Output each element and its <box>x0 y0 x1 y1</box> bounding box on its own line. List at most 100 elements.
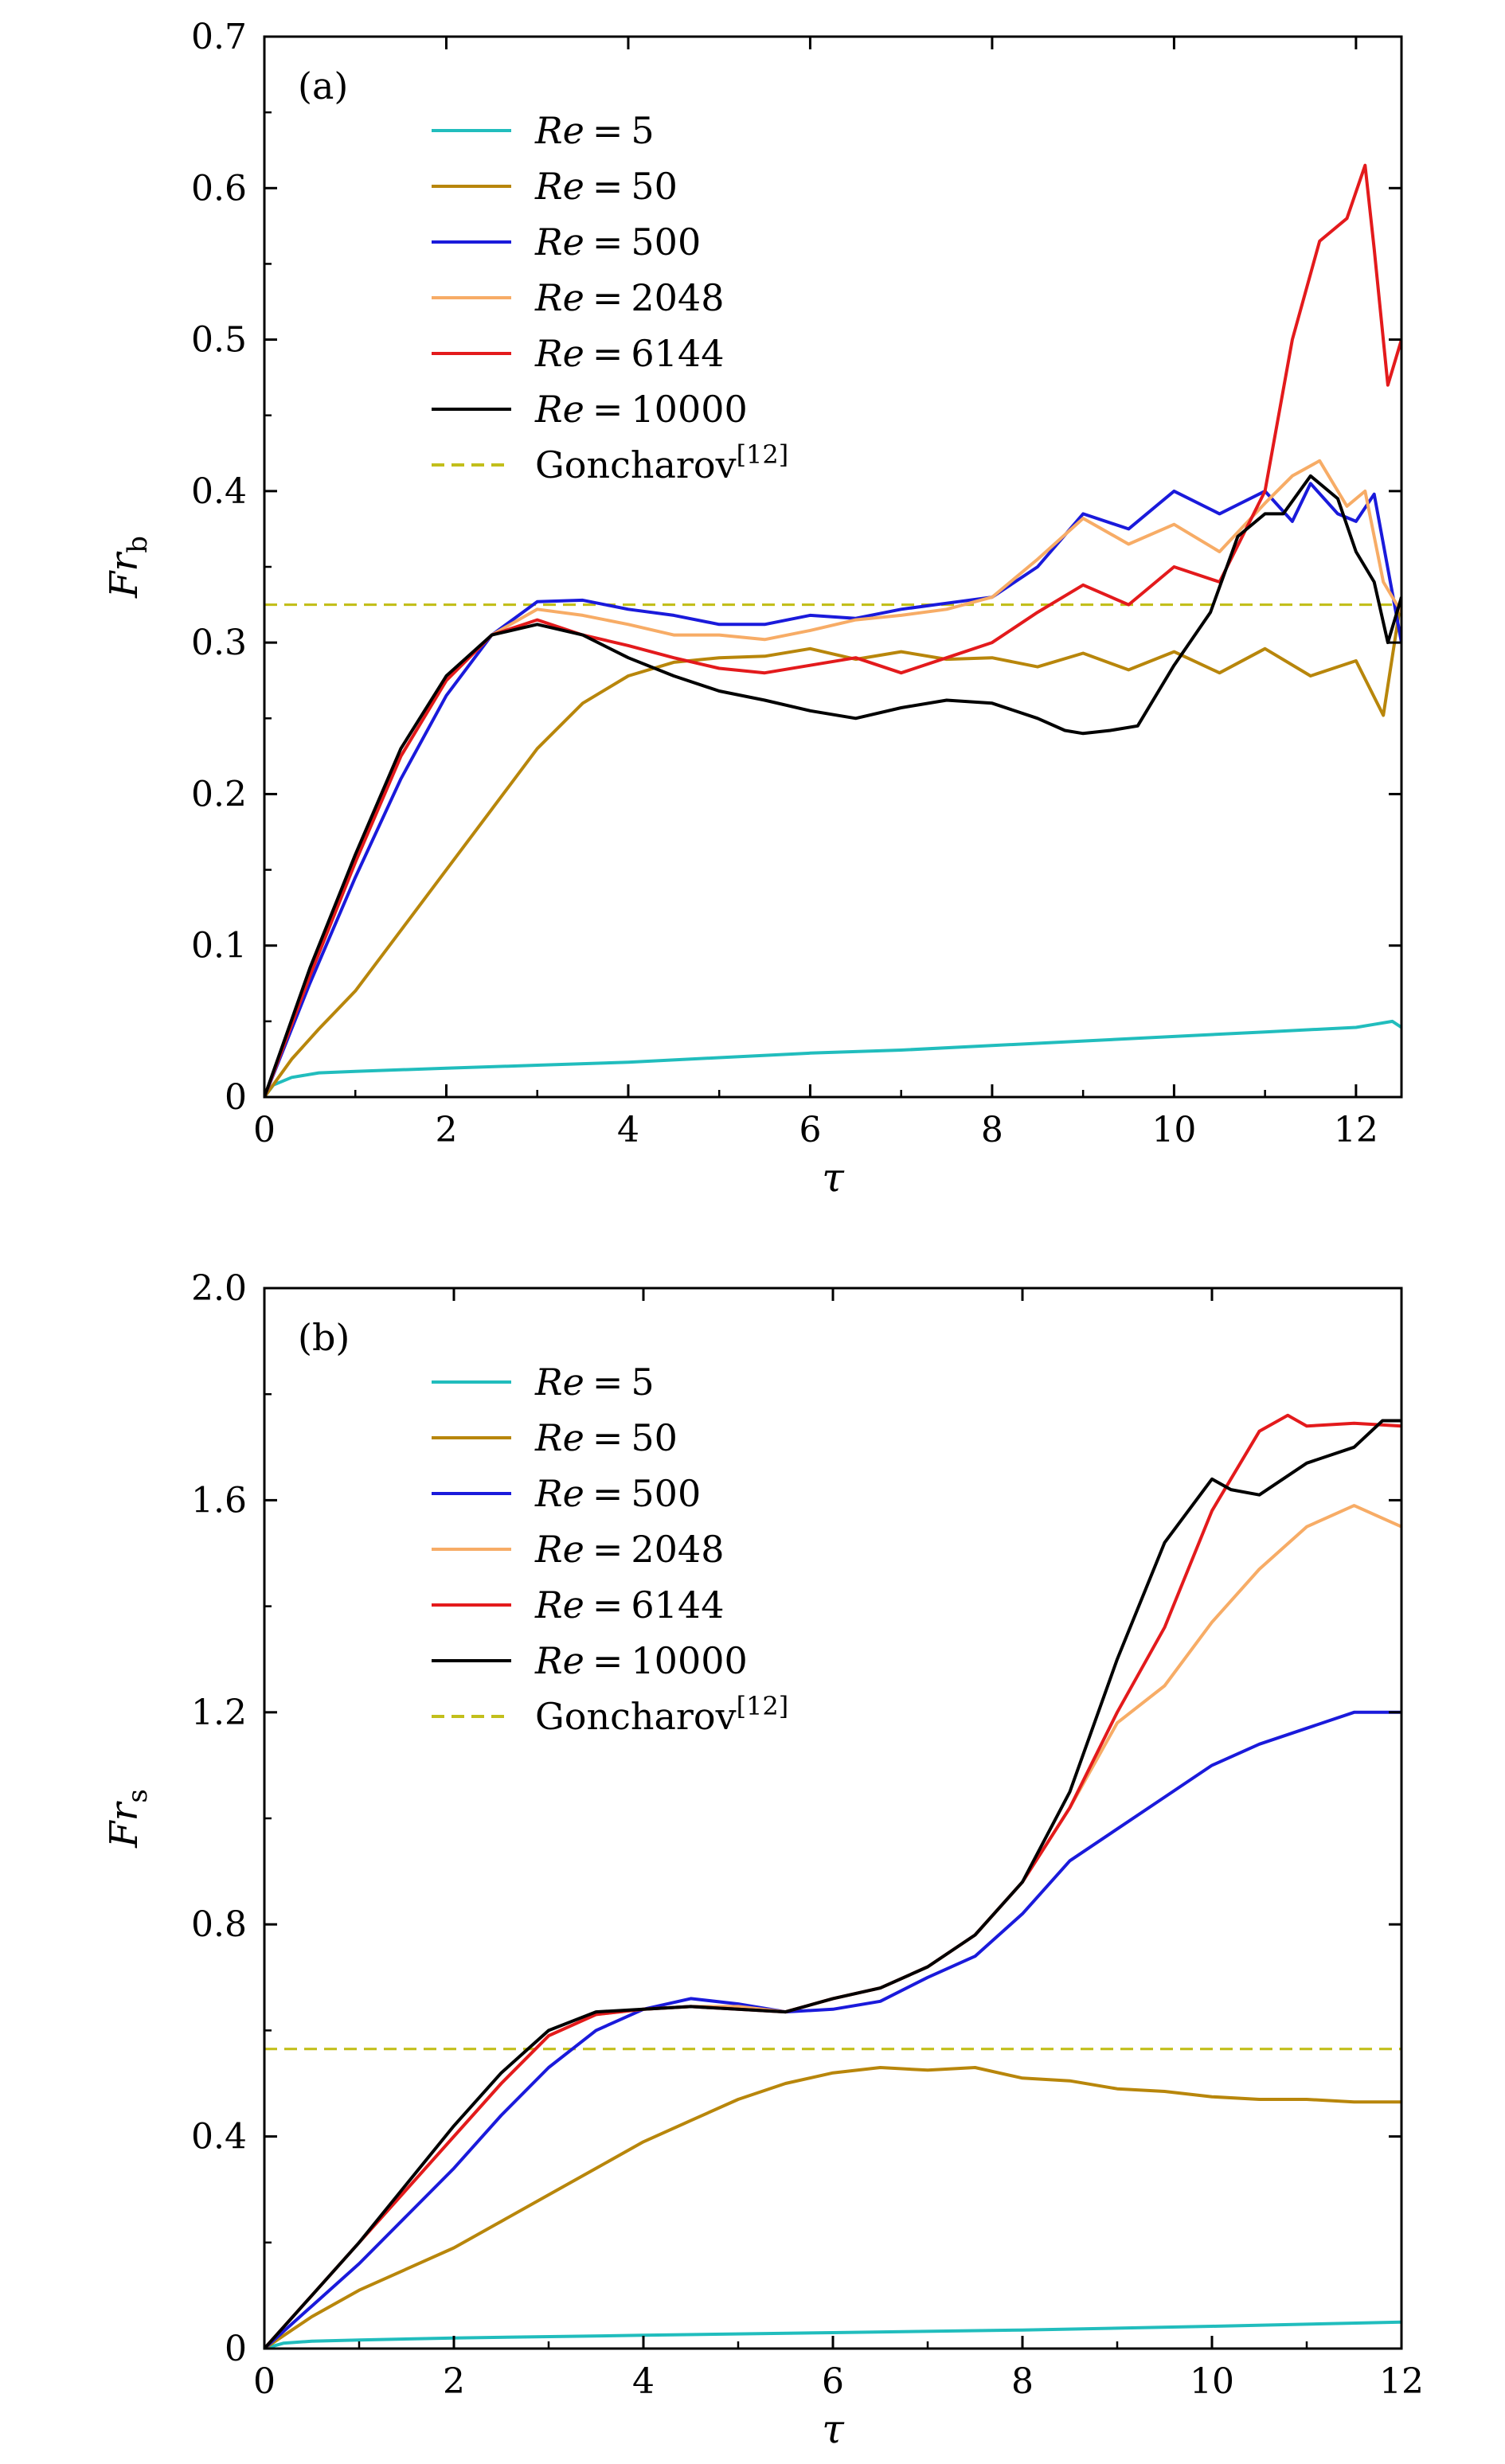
legend-label-re-2048: Re = 2048 <box>534 276 724 319</box>
legend-equals: = <box>592 1416 624 1459</box>
legend-re-value: 500 <box>631 1472 701 1515</box>
y-tick-label: 0.2 <box>191 774 247 814</box>
x-tick-label: 0 <box>253 1110 276 1150</box>
y-tick-label: 0.5 <box>191 320 247 361</box>
series-line-re-6144 <box>264 163 1401 1097</box>
legend-goncharov-name: Goncharov <box>535 1695 737 1738</box>
legend-equals: = <box>592 165 624 208</box>
y-axis-label: Frb <box>102 536 154 599</box>
legend-re-symbol: Re <box>534 1416 584 1459</box>
legend-label-goncharov: Goncharov[12] <box>535 439 788 486</box>
legend-re-symbol: Re <box>534 1361 584 1404</box>
legend-label-re-5: Re = 5 <box>534 109 655 152</box>
x-tick-label: 6 <box>822 2361 844 2402</box>
series-line-re-5 <box>264 1019 1401 1097</box>
legend-re-symbol: Re <box>534 221 584 264</box>
panel-label: (a) <box>298 64 348 107</box>
legend-equals: = <box>592 221 624 264</box>
legend-label-re-2048: Re = 2048 <box>534 1528 724 1571</box>
legend-re-symbol: Re <box>534 1528 584 1571</box>
panel-a: 0 2 4 6 8 10 12 0 0.1 0.2 0.3 0.4 0.5 0.6 0.7 τ Frb (a) Re… <box>102 17 1403 1201</box>
x-axis-label: τ <box>822 1154 845 1201</box>
legend-label-re-500: Re = 500 <box>534 1472 701 1515</box>
legend-equals: = <box>592 388 624 431</box>
y-axis-label-subscript: s <box>122 1789 154 1802</box>
x-tick-label: 8 <box>981 1110 1003 1150</box>
legend-re-value: 10000 <box>631 388 747 431</box>
legend-re-symbol: Re <box>534 1472 584 1515</box>
y-tick-label: 0.6 <box>191 168 247 209</box>
y-tick-label: 0 <box>225 2329 247 2369</box>
x-tick-label: 10 <box>1151 1110 1196 1150</box>
legend-re-value: 2048 <box>631 1528 724 1571</box>
legend-re-symbol: Re <box>534 332 584 375</box>
legend-equals: = <box>592 1583 624 1626</box>
legend-re-symbol: Re <box>534 1639 584 1682</box>
x-tick-label: 2 <box>435 1110 457 1150</box>
legend-re-value: 50 <box>631 1416 678 1459</box>
legend-label-re-6144: Re = 6144 <box>534 332 724 375</box>
legend-equals: = <box>592 1639 624 1682</box>
legend-label-re-6144: Re = 6144 <box>534 1583 724 1626</box>
legend-re-symbol: Re <box>534 109 584 152</box>
legend-re-value: 5 <box>631 109 654 152</box>
series-line-re-10000 <box>264 474 1401 1097</box>
y-axis-label: Frs <box>102 1789 154 1849</box>
panel-label: (b) <box>298 1316 350 1359</box>
legend-equals: = <box>592 109 624 152</box>
y-tick-label: 0.1 <box>191 926 247 966</box>
x-tick-label: 4 <box>617 1110 639 1150</box>
y-tick-label: 1.2 <box>191 1693 247 1733</box>
legend-re-value: 6144 <box>631 332 724 375</box>
x-tick-label: 12 <box>1334 1110 1378 1150</box>
legend-re-symbol: Re <box>534 388 584 431</box>
legend-equals: = <box>592 1472 624 1515</box>
legend-equals: = <box>592 332 624 375</box>
y-tick-label: 0.4 <box>191 2117 247 2157</box>
legend-re-value: 2048 <box>631 276 724 319</box>
legend-label-re-500: Re = 500 <box>534 221 701 264</box>
legend-goncharov-citation: [12] <box>737 1691 789 1721</box>
legend-goncharov-name: Goncharov <box>535 443 737 486</box>
y-tick-label: 0.7 <box>191 17 247 57</box>
x-tick-label: 6 <box>799 1110 821 1150</box>
legend-label-goncharov: Goncharov[12] <box>535 1691 788 1738</box>
series-line-re-50 <box>264 596 1401 1097</box>
legend-label-re-50: Re = 50 <box>534 1416 678 1459</box>
legend-equals: = <box>592 276 624 319</box>
legend-label-re-5: Re = 5 <box>534 1361 655 1404</box>
x-tick-label: 0 <box>253 2361 276 2402</box>
plot-frame <box>263 35 1403 1099</box>
legend-equals: = <box>592 1528 624 1571</box>
y-tick-label: 0.4 <box>191 471 247 512</box>
x-axis-label: τ <box>822 2406 845 2452</box>
legend-re-symbol: Re <box>534 276 584 319</box>
x-tick-label: 10 <box>1190 2361 1234 2402</box>
y-axis-label-main: Fr <box>102 1801 147 1849</box>
legend-label-re-10000: Re = 10000 <box>534 1639 748 1682</box>
legend-re-symbol: Re <box>534 1583 584 1626</box>
y-axis-label-subscript: b <box>122 536 154 553</box>
x-tick-label: 12 <box>1379 2361 1424 2402</box>
legend-re-value: 50 <box>631 165 678 208</box>
y-tick-label: 0 <box>225 1077 247 1118</box>
legend-goncharov-citation: [12] <box>737 439 789 470</box>
legend-label-re-10000: Re = 10000 <box>534 388 748 431</box>
legend-equals: = <box>592 1361 624 1404</box>
series-line-re-6144 <box>264 1413 1401 2349</box>
y-tick-label: 1.6 <box>191 1480 247 1521</box>
legend-re-value: 500 <box>631 221 701 264</box>
x-tick-label: 8 <box>1011 2361 1034 2402</box>
legend-re-symbol: Re <box>534 165 584 208</box>
legend-re-value: 5 <box>631 1361 654 1404</box>
series-line-re-10000 <box>264 1419 1401 2349</box>
series-line-re-500 <box>264 1710 1401 2349</box>
y-tick-label: 2.0 <box>191 1268 247 1309</box>
legend-re-value: 10000 <box>631 1639 747 1682</box>
x-tick-label: 2 <box>443 2361 465 2402</box>
series-line-re-50 <box>264 2066 1401 2349</box>
